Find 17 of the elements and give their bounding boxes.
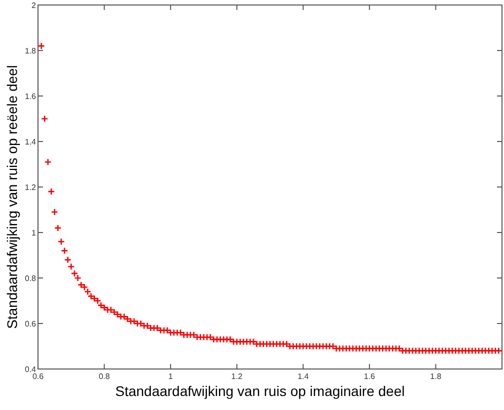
y-axis-title: Standaardafwijking van ruis op reëele deel	[4, 65, 20, 329]
y-tick-label: 1.8	[24, 46, 37, 56]
y-tick-label: 0.6	[24, 320, 37, 328]
x-tick-label: 1.8	[430, 372, 442, 381]
x-tick-label: 1.4	[298, 372, 310, 381]
y-tick-label: 1	[32, 228, 37, 238]
y-tick-label: 2	[32, 1, 37, 10]
y-tick-label: 1.2	[24, 183, 37, 192]
x-tick-label: 0.8	[98, 372, 110, 381]
y-tick-label: 1.4	[24, 138, 37, 146]
x-tick-label: 1	[168, 372, 174, 381]
y-tick-label: 0.4	[24, 365, 37, 374]
y-tick-label: 1.6	[24, 92, 37, 101]
x-tick-label: 1.2	[231, 372, 243, 381]
x-tick-label: 1.6	[364, 372, 376, 381]
x-axis-title: Standaardafwijking van ruis op imaginaire deel	[115, 383, 405, 399]
y-tick-label: 0.8	[24, 274, 37, 283]
